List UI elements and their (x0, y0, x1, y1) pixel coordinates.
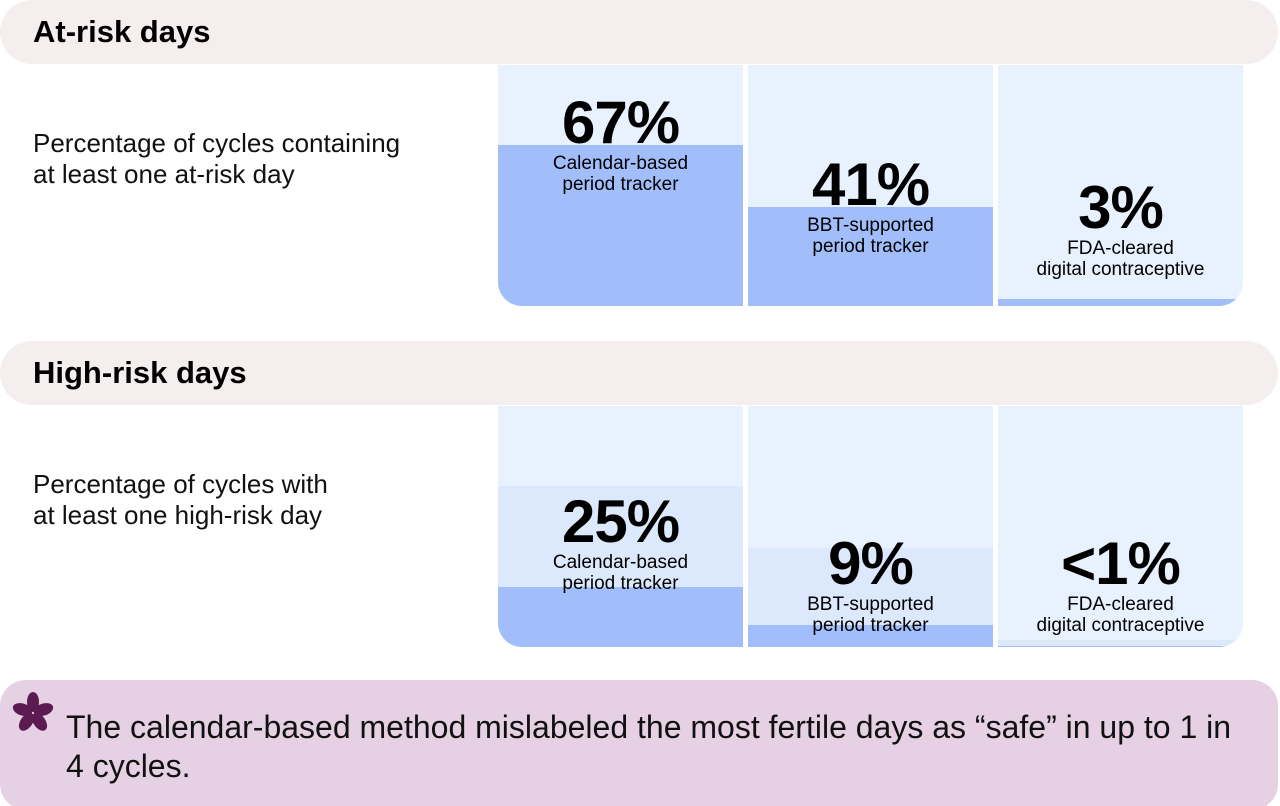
category-label: Calendar-based period tracker (552, 551, 689, 594)
callout-text: The calendar-based method mislabeled the… (66, 709, 1232, 784)
section-header (0, 0, 1278, 64)
bar-panel (748, 65, 993, 306)
value-label: 3% (1078, 174, 1164, 241)
section-description: Percentage of cycles containing at least… (33, 128, 401, 189)
bar (998, 298, 1243, 306)
reference-bar (998, 639, 1243, 647)
value-label: 41% (811, 151, 930, 219)
bar-panel (498, 65, 743, 306)
section-description: Percentage of cycles with at least one h… (33, 469, 328, 530)
bar-panel (748, 406, 993, 647)
category-label: Calendar-based period tracker (552, 152, 689, 195)
section-title: At-risk days (33, 14, 211, 49)
value-label: 9% (828, 530, 914, 597)
bar (498, 586, 743, 647)
category-label: FDA-cleared digital contraceptive (1036, 238, 1205, 280)
value-label: <1% (1061, 530, 1181, 597)
category-label: FDA-cleared digital contraceptive (1036, 594, 1205, 636)
callout-box (0, 680, 1278, 806)
category-label: BBT-supported period tracker (807, 594, 934, 636)
bar (498, 144, 743, 306)
asterisk-icon (12, 692, 54, 731)
bar (998, 645, 1243, 647)
bar (748, 207, 993, 306)
value-label: 25% (561, 487, 680, 555)
category-label: BBT-supported period tracker (807, 215, 934, 258)
section-title: High-risk days (33, 355, 247, 390)
bar-panel (998, 406, 1243, 647)
bar-panel (498, 406, 743, 647)
bar-panel (998, 65, 1243, 306)
bar (748, 625, 993, 647)
value-label: 67% (561, 88, 680, 156)
section-header (0, 341, 1278, 405)
